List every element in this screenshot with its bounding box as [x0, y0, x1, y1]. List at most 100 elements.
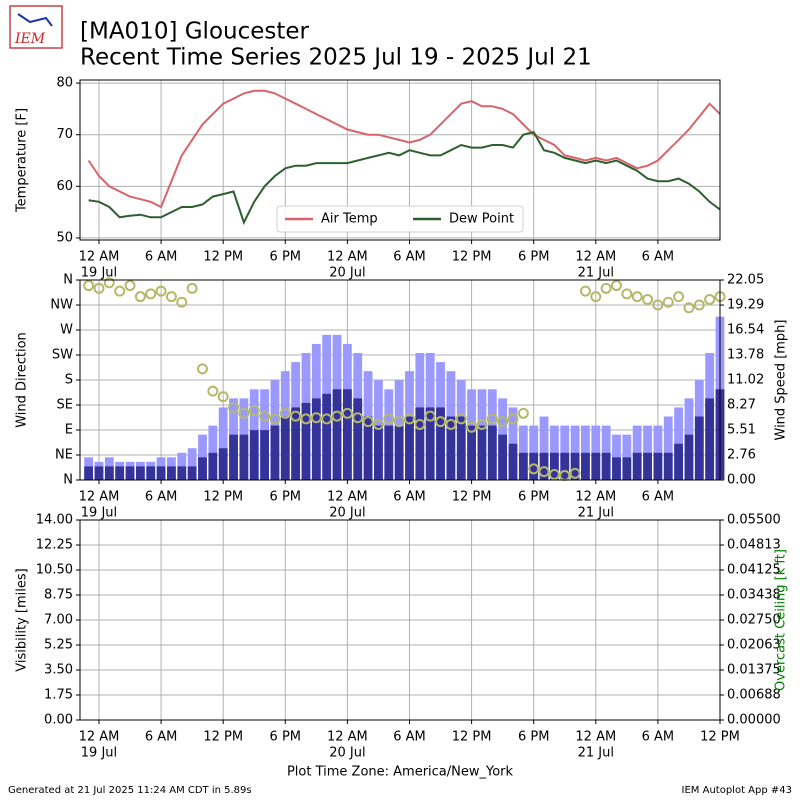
y2-tick-label: 8.27 [727, 397, 756, 412]
direction-point [528, 463, 540, 475]
direction-point [600, 282, 612, 294]
wind-bar [632, 452, 642, 480]
wind-bar [425, 407, 435, 480]
direction-point [207, 385, 219, 397]
y-tick-label: 8.75 [44, 588, 73, 603]
direction-point [93, 282, 105, 294]
x-tick-label: 6 PM [518, 490, 549, 505]
y-tick-label: 5.25 [44, 638, 73, 653]
x-tick-date: 21 Jul [578, 266, 614, 281]
wind-bar [705, 398, 715, 480]
legend: Air Temp Dew Point [276, 205, 524, 233]
x-tick-date: 20 Jul [329, 266, 365, 281]
wind-bar [353, 398, 363, 480]
wind-bar [177, 466, 187, 480]
direction-point [124, 280, 136, 292]
wind-bar [332, 389, 342, 480]
y2-tick-label: 0.00688 [727, 688, 781, 703]
wind-bar [260, 430, 269, 480]
legend-frame [276, 205, 524, 233]
x-tick-label: 12 PM [700, 730, 740, 745]
direction-point [134, 291, 146, 303]
wind-bar [643, 452, 652, 480]
direction-point [393, 416, 405, 428]
direction-point [704, 293, 716, 305]
direction-point [466, 421, 478, 433]
wind-bar [94, 466, 104, 480]
direction-point [310, 412, 322, 424]
direction-point [165, 291, 177, 303]
direction-point [83, 280, 95, 292]
line-series [88, 130, 721, 226]
y2-tick-label: 2.76 [727, 447, 756, 462]
y-axis-label: Wind Direction [15, 332, 30, 428]
wind-bar [135, 466, 145, 480]
x-tick-label: 6 PM [270, 250, 301, 265]
direction-point [579, 285, 591, 297]
wind-bar [560, 452, 570, 480]
direction-point [114, 285, 126, 297]
wind-bar [436, 407, 445, 480]
wind-bar [694, 416, 704, 480]
y-tick-label: 70 [56, 127, 73, 142]
wind-bar [280, 416, 290, 480]
wind-bar [291, 407, 301, 480]
wind-bar [518, 452, 528, 480]
wind-bar [446, 416, 456, 480]
wind-bar [622, 457, 632, 480]
x-tick-label: 12 AM [575, 490, 616, 505]
wind-bar [270, 425, 280, 480]
wind-bar [239, 434, 249, 480]
direction-point [238, 407, 250, 419]
y-tick-label: N [63, 273, 73, 288]
y2-tick-label: 11.02 [727, 373, 764, 388]
direction-point [517, 407, 529, 419]
direction-point [155, 285, 167, 297]
x-tick-label: 6 AM [393, 490, 426, 505]
direction-point [279, 407, 291, 419]
wind-bar [456, 416, 466, 480]
y-tick-label: 60 [56, 179, 73, 194]
direction-point [631, 291, 643, 303]
direction-point [497, 416, 509, 428]
x-tick-label: 12 PM [203, 730, 243, 745]
y-tick-label: SW [52, 348, 73, 363]
y-tick-label: 80 [56, 76, 73, 91]
y-tick-label: S [65, 373, 73, 388]
direction-point [259, 410, 271, 422]
footer-right: IEM Autoplot App #43 [682, 785, 792, 796]
x-tick-label: 12 AM [79, 250, 120, 265]
direction-point [269, 413, 281, 425]
direction-point [248, 405, 260, 417]
y-tick-label: 0.00 [44, 713, 73, 728]
direction-point [538, 466, 550, 478]
wind-bar [508, 443, 518, 480]
logo: IEM [9, 5, 63, 49]
x-tick-date: 20 Jul [329, 746, 365, 761]
wind-bar [322, 393, 332, 480]
wind-bar [363, 416, 373, 480]
x-tick-label: 12 AM [327, 490, 368, 505]
wind-bar [208, 452, 218, 480]
wind-bar [249, 430, 259, 480]
y2-tick-label: 16.54 [727, 322, 764, 337]
wind-bar [187, 466, 197, 480]
wind-bar [311, 398, 321, 480]
x-tick-label: 12 PM [452, 250, 492, 265]
direction-point [228, 402, 240, 414]
direction-point [548, 468, 560, 480]
wind-bar [84, 466, 94, 480]
wind-bar [415, 407, 425, 480]
x-tick-label: 12 AM [79, 730, 120, 745]
x-tick-label: 6 PM [518, 730, 549, 745]
wind-bar [342, 389, 352, 480]
y2-tick-label: 0.05500 [727, 513, 781, 528]
direction-point [331, 410, 343, 422]
wind-bar [374, 425, 383, 480]
y-tick-label: E [65, 423, 73, 438]
direction-point [642, 293, 654, 305]
y-tick-label: 50 [56, 230, 73, 245]
y2-tick-label: 0.04125 [727, 563, 781, 578]
direction-point [186, 282, 198, 294]
